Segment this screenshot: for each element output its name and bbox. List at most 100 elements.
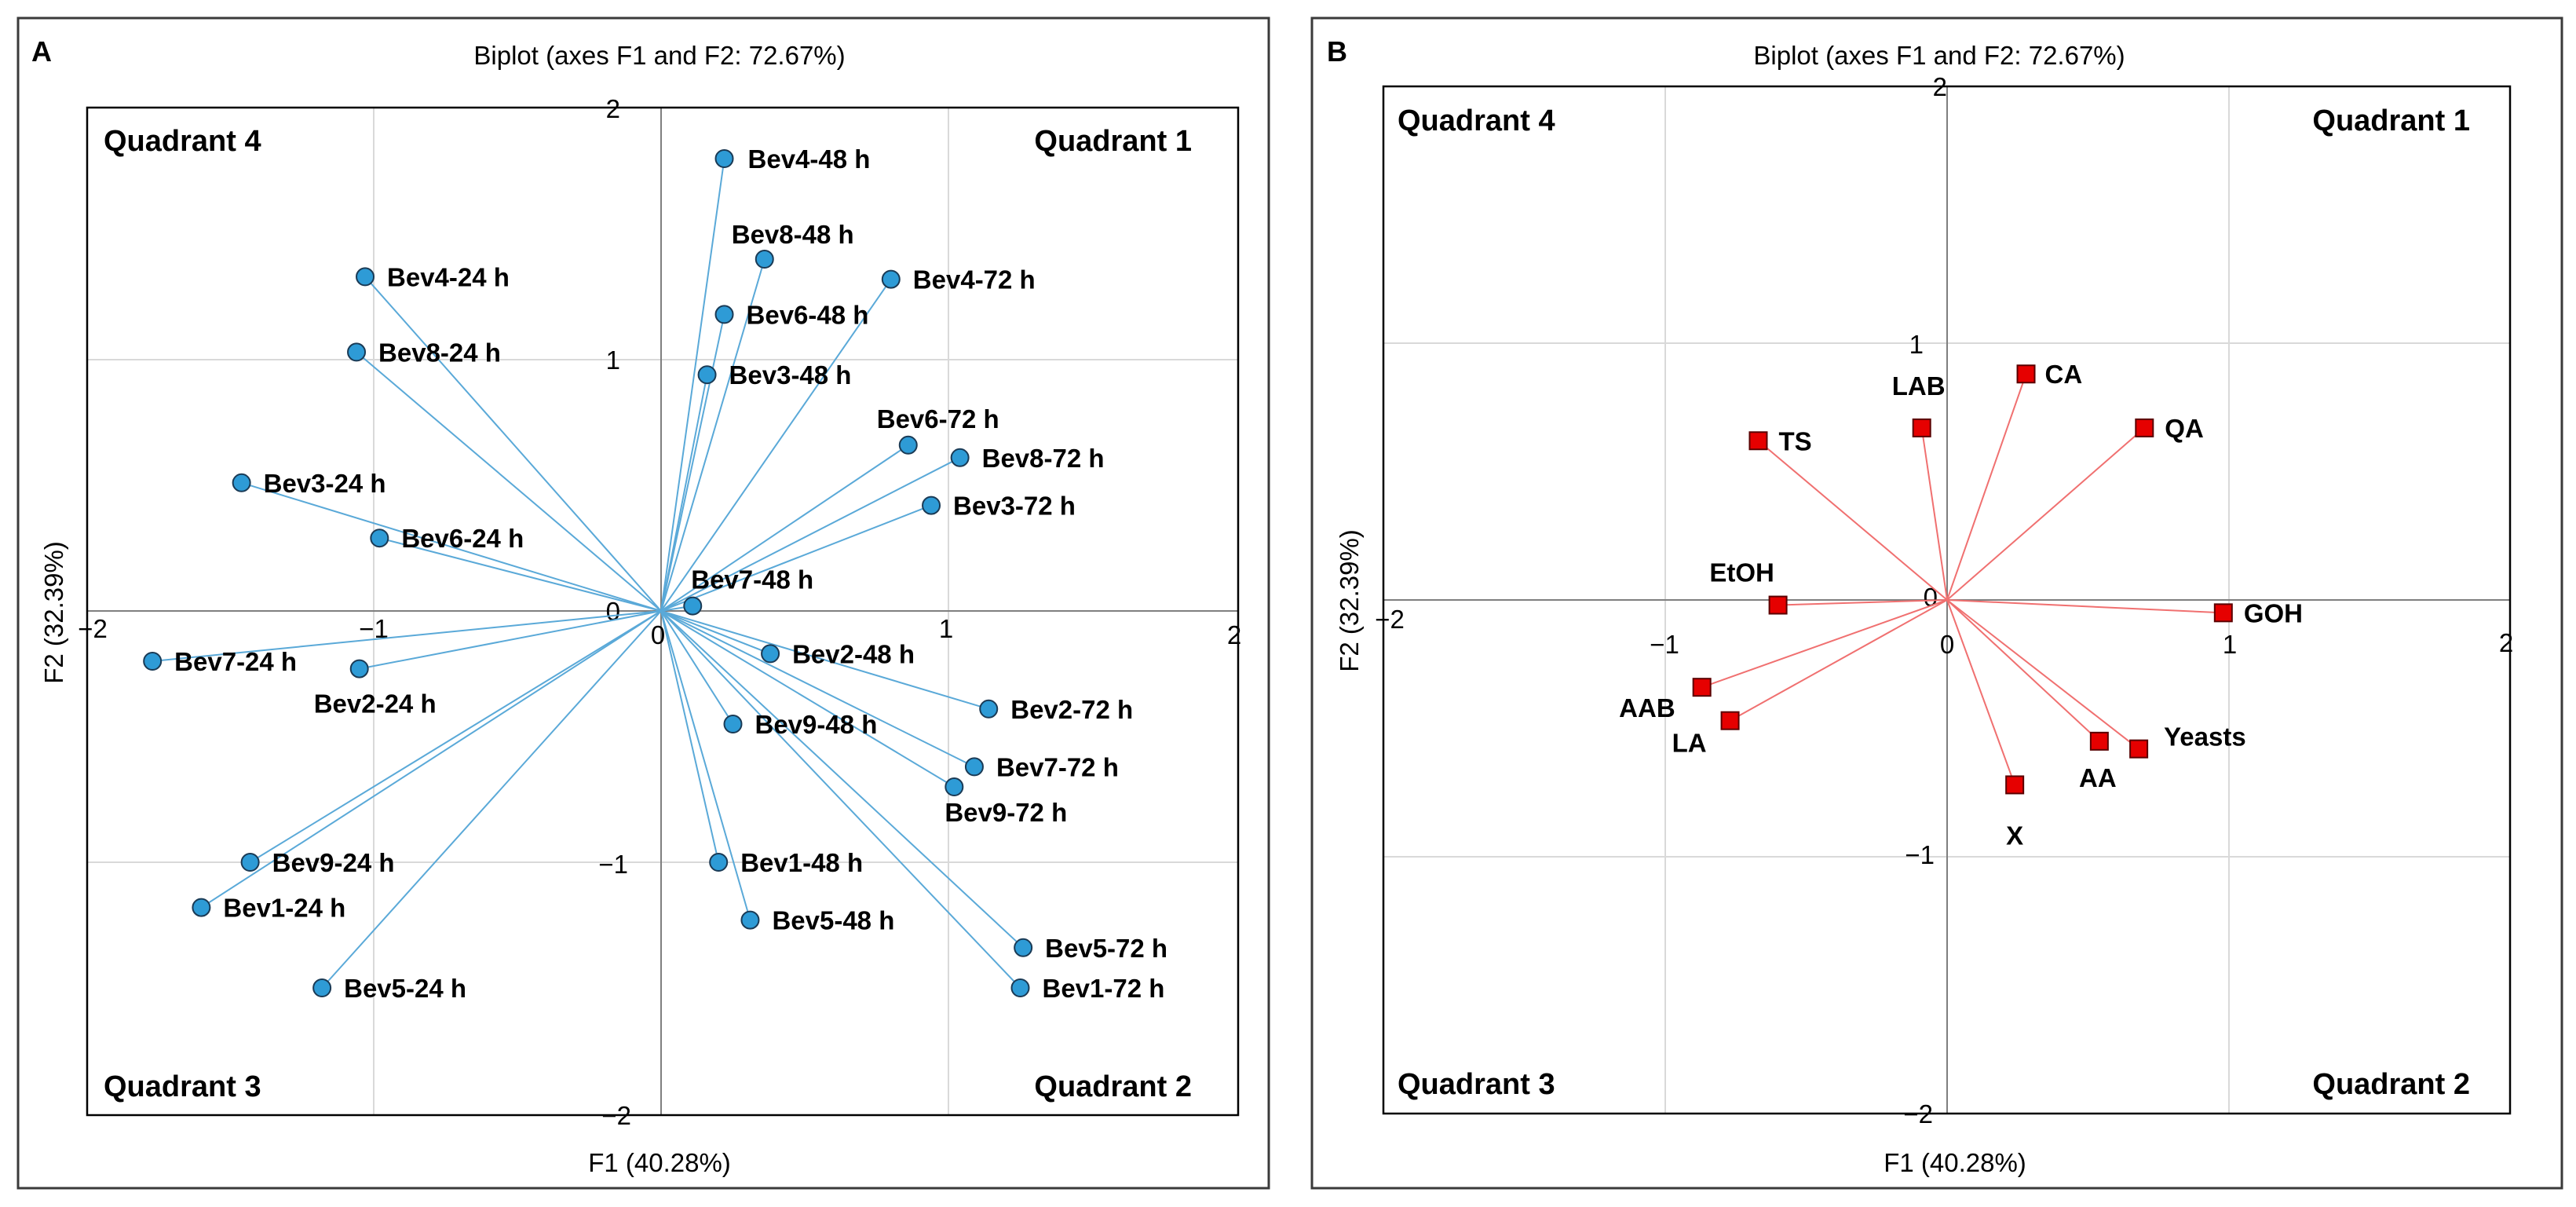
panel-b-point-label-etoh: EtOH: [1709, 558, 1774, 587]
panel-a-vector-bev6-72-h: [660, 444, 909, 612]
panel-b-vector-etoh: [1778, 599, 1948, 606]
panel-b-quadrant-2: Quadrant 2: [2312, 1068, 2470, 1101]
panel-a-point-label-bev5-24-h: Bev5-24 h: [344, 974, 466, 1003]
panel-a-point-bev3-72-h: [922, 496, 941, 515]
panel-a-y-tick-label: −1: [598, 850, 628, 879]
panel-a-point-bev6-48-h: [714, 305, 734, 324]
panel-a-vector-bev4-48-h: [660, 158, 725, 612]
panel-b-quadrant-3: Quadrant 3: [1398, 1068, 1555, 1101]
panel-a-point-label-bev2-72-h: Bev2-72 h: [1010, 695, 1133, 724]
panel-a-point-bev2-48-h: [761, 644, 780, 664]
panel-a-vector-bev8-48-h: [660, 258, 765, 612]
panel-a-point-label-bev4-24-h: Bev4-24 h: [387, 262, 510, 291]
panel-b-vector-x: [1946, 599, 2016, 785]
panel-a-point-bev1-24-h: [192, 898, 211, 917]
panel-b-point-ca: [2016, 364, 2036, 384]
panel-a-point-label-bev5-48-h: Bev5-48 h: [772, 906, 894, 935]
panel-b-point-label-lab: LAB: [1892, 371, 1946, 401]
panel-b-point-goh: [2213, 603, 2233, 623]
panel-b-title: Biplot (axes F1 and F2: 72.67%): [1753, 41, 2125, 70]
panel-b-y-axis-title: F2 (32.39%): [1335, 529, 1364, 672]
panel-b-x-tick-label: −1: [1650, 630, 1679, 659]
panel-b-vector-aab: [1701, 599, 1948, 689]
panel-a-point-bev1-72-h: [1010, 978, 1030, 997]
panel-b-point-label-la: LA: [1672, 729, 1707, 758]
panel-b-vector-ca: [1946, 373, 2027, 601]
panel-b-vector-yeasts: [1946, 599, 2139, 750]
panel-a-point-bev2-72-h: [979, 699, 999, 719]
panel-a-title: Biplot (axes F1 and F2: 72.67%): [473, 41, 845, 70]
panel-b-point-aab: [1692, 678, 1712, 697]
panel-b-point-ts: [1748, 431, 1768, 451]
panel-a-point-label-bev1-72-h: Bev1-72 h: [1043, 974, 1165, 1003]
panel-a-point-bev5-48-h: [740, 910, 760, 930]
panel-b-point-label-x: X: [2006, 821, 2023, 850]
panel-a-point-label-bev4-48-h: Bev4-48 h: [748, 144, 871, 174]
panel-a-quadrant-1: Quadrant 1: [1034, 125, 1192, 158]
panel-b-y-tick-label: −1: [1905, 840, 1935, 869]
panel-a-point-bev4-72-h: [881, 269, 901, 289]
panel-b-vector-ts: [1757, 440, 1948, 601]
panel-a-vector-bev2-48-h: [660, 610, 771, 655]
panel-b-point-etoh: [1768, 595, 1788, 615]
panel-a-point-bev4-48-h: [714, 149, 734, 168]
panel-b-vector-la: [1730, 599, 1948, 722]
panel-b-quadrant-4: Quadrant 4: [1398, 104, 1555, 137]
panel-a-point-bev8-24-h: [347, 342, 367, 362]
panel-a-x-axis-title: F1 (40.28%): [588, 1148, 731, 1177]
panel-a-vector-bev5-72-h: [660, 610, 1024, 949]
panel-b-x-tick-label: 0: [1940, 630, 1954, 659]
panel-b-vector-aa: [1946, 599, 2100, 742]
panel-a-x-tick-label: 2: [1227, 620, 1241, 649]
panel-a-point-label-bev8-72-h: Bev8-72 h: [982, 444, 1105, 473]
panel-a-point-label-bev2-24-h: Bev2-24 h: [314, 689, 437, 719]
panel-a-point-label-bev6-24-h: Bev6-24 h: [401, 524, 524, 553]
panel-a-vector-bev1-24-h: [200, 610, 662, 909]
panel-b-point-lab: [1912, 418, 1931, 437]
panel-b-point-label-ca: CA: [2045, 360, 2083, 389]
panel-a-point-bev9-72-h: [945, 777, 964, 796]
panel-a-letter: A: [31, 35, 52, 68]
panel-a-point-label-bev6-48-h: Bev6-48 h: [747, 300, 869, 329]
panel-a-point-label-bev9-24-h: Bev9-24 h: [272, 848, 395, 877]
panel-a-vector-bev7-72-h: [660, 610, 975, 768]
panel-a-point-label-bev9-72-h: Bev9-72 h: [945, 798, 1067, 827]
panel-b-point-label-aab: AAB: [1619, 693, 1675, 722]
panel-a-vector-bev2-72-h: [660, 610, 989, 710]
panel-a-point-label-bev7-48-h: Bev7-48 h: [691, 565, 813, 594]
panel-b-point-x: [2005, 775, 2025, 795]
panel-a-vector-bev1-72-h: [660, 610, 1021, 989]
panel-a-vector-bev3-72-h: [660, 504, 932, 612]
panel-a-plot-area: [86, 106, 1240, 1117]
panel-a-point-bev8-72-h: [950, 448, 970, 467]
panel-b-point-la: [1720, 711, 1740, 730]
panel-a-vector-bev6-24-h: [379, 537, 662, 612]
panel-a-vector-bev8-24-h: [356, 351, 662, 612]
panel-a-point-bev7-24-h: [143, 652, 163, 671]
panel-b-frame: [1310, 16, 2563, 1190]
panel-a-point-bev9-24-h: [240, 853, 260, 872]
panel-b-x-tick-label: 1: [2223, 630, 2237, 659]
panel-a-vector-bev3-48-h: [660, 375, 708, 612]
panel-a-point-label-bev2-48-h: Bev2-48 h: [792, 639, 915, 668]
panel-a-points: Bev4-48 h Bev8-48 h Bev4-72 h Bev6-48 h Bev3…: [143, 144, 1167, 1003]
panel-a-point-bev1-48-h: [709, 853, 729, 872]
panel-a-x-tick-label: −2: [78, 614, 108, 643]
panel-b-point-qa: [2135, 418, 2154, 437]
panel-a-point-bev3-24-h: [232, 473, 251, 492]
panel-a-point-label-bev8-48-h: Bev8-48 h: [732, 220, 854, 249]
panel-b: B Biplot (axes F1 and F2: 72.67%) −2 −1 0 1…: [1310, 16, 2563, 1190]
panel-b-vectors: [1701, 373, 2223, 785]
panel-a-point-label-bev1-48-h: Bev1-48 h: [740, 848, 863, 877]
panel-a-y-tick-label: 0: [606, 597, 620, 626]
panel-b-point-label-goh: GOH: [2244, 598, 2303, 627]
panel-b-point-label-ts: TS: [1778, 426, 1811, 455]
panel-b-points: CA LAB QA TS EtOH GOH AAB LA AA Yeasts X: [1619, 360, 2303, 850]
panel-a-quadrant-3: Quadrant 3: [104, 1070, 261, 1103]
panel-a-point-label-bev7-24-h: Bev7-24 h: [174, 647, 297, 676]
panel-b-point-aa: [2089, 731, 2109, 751]
panel-a-point-bev8-48-h: [755, 250, 774, 269]
panel-a-point-label-bev9-48-h: Bev9-48 h: [755, 710, 878, 739]
